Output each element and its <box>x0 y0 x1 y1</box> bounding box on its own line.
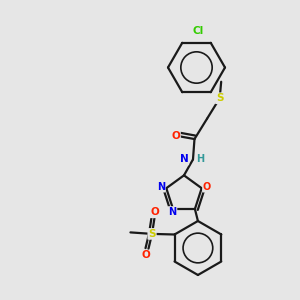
Text: N: N <box>168 207 176 217</box>
Text: O: O <box>142 250 150 260</box>
Text: N: N <box>180 154 188 164</box>
Text: N: N <box>157 182 165 192</box>
Text: O: O <box>203 182 211 192</box>
Text: O: O <box>150 207 159 217</box>
Text: Cl: Cl <box>192 26 204 37</box>
Text: H: H <box>196 154 205 164</box>
Text: S: S <box>216 93 224 103</box>
Text: S: S <box>148 229 156 239</box>
Text: O: O <box>171 131 180 141</box>
